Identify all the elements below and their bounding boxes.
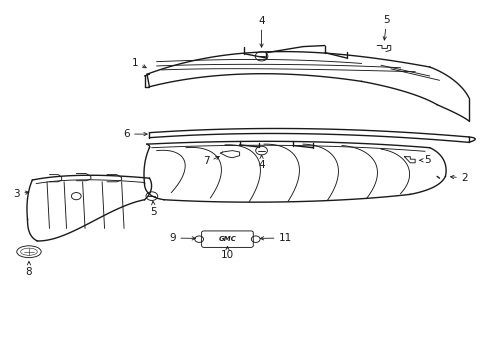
- Text: 10: 10: [221, 249, 234, 260]
- Text: 4: 4: [258, 160, 264, 170]
- Text: 5: 5: [150, 207, 156, 217]
- Text: 11: 11: [278, 233, 291, 243]
- Text: 1: 1: [131, 58, 138, 68]
- Text: 2: 2: [461, 173, 467, 183]
- Text: 7: 7: [203, 156, 209, 166]
- Text: GMC: GMC: [218, 236, 236, 242]
- Text: 8: 8: [25, 267, 32, 277]
- Text: 4: 4: [258, 16, 264, 26]
- Text: 6: 6: [123, 129, 130, 139]
- Text: 5: 5: [423, 155, 430, 165]
- Text: 9: 9: [169, 233, 176, 243]
- Text: 3: 3: [14, 189, 20, 199]
- Text: 5: 5: [383, 15, 389, 25]
